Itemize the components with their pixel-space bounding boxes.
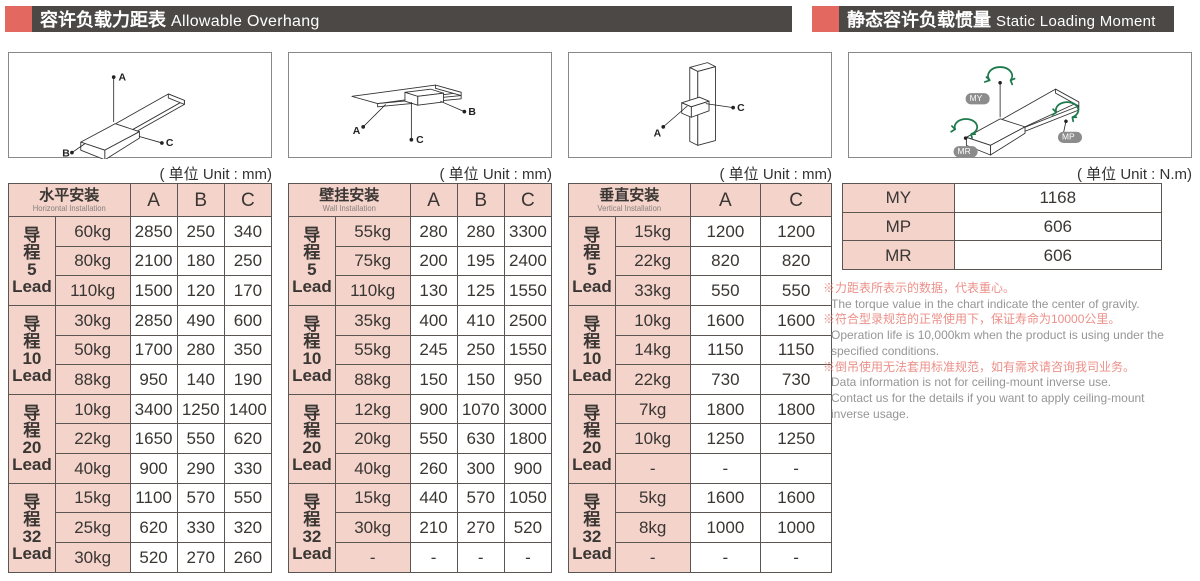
svg-text:A: A: [654, 129, 662, 140]
svg-text:C: C: [166, 138, 174, 149]
svg-text:MY: MY: [970, 93, 983, 103]
svg-text:MP: MP: [1062, 132, 1075, 142]
svg-text:A: A: [353, 126, 361, 137]
svg-text:A: A: [119, 72, 127, 83]
svg-text:B: B: [62, 149, 70, 159]
svg-text:C: C: [737, 103, 745, 114]
svg-text:B: B: [468, 107, 476, 118]
svg-text:C: C: [416, 135, 424, 146]
svg-text:MR: MR: [958, 146, 971, 156]
